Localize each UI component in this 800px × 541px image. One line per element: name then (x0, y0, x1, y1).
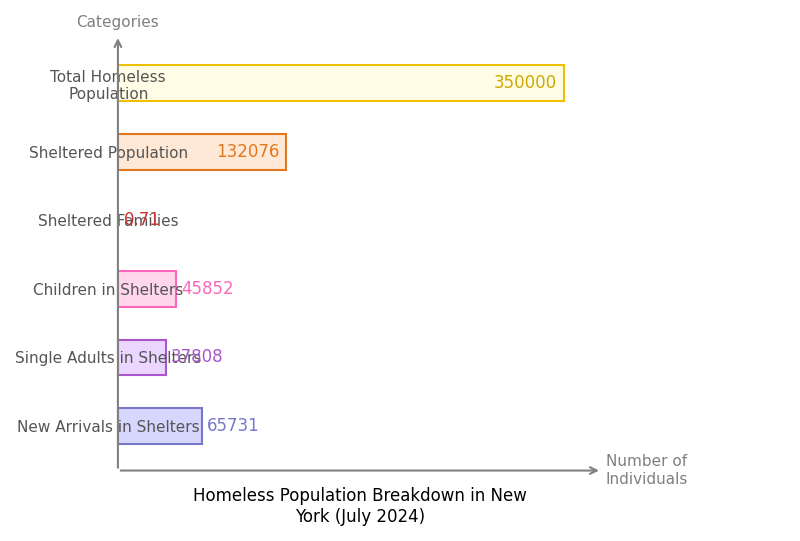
Bar (118, 65, 563, 101)
Text: Categories: Categories (77, 15, 159, 30)
X-axis label: Homeless Population Breakdown in New
York (July 2024): Homeless Population Breakdown in New Yor… (193, 487, 526, 526)
Text: 65731: 65731 (206, 417, 259, 435)
Bar (118, 340, 166, 375)
Text: 132076: 132076 (216, 143, 280, 161)
Text: 0.71: 0.71 (124, 212, 161, 229)
Text: 45852: 45852 (182, 280, 234, 298)
Text: 37808: 37808 (171, 348, 224, 366)
Text: 350000: 350000 (494, 74, 557, 92)
Bar (118, 408, 202, 444)
Text: Number of
Individuals: Number of Individuals (606, 454, 688, 487)
Bar (118, 271, 176, 307)
Bar (118, 134, 286, 170)
